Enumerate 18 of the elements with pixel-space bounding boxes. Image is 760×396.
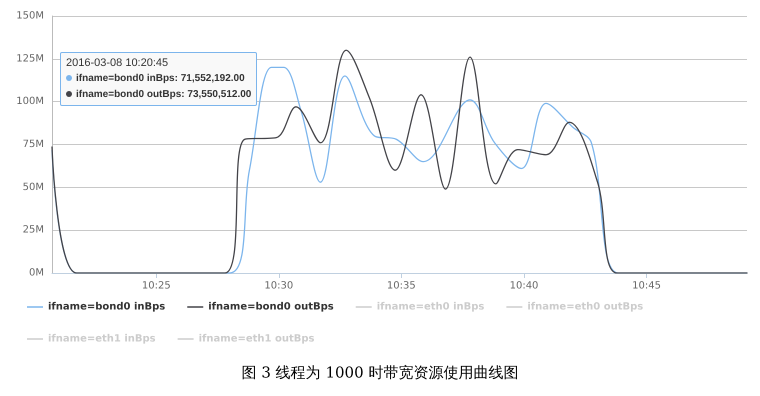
y-tick-label: 150M [16, 10, 44, 22]
legend-label: ifname=bond0 outBps [208, 302, 334, 312]
x-tick-label: 10:35 [386, 280, 416, 292]
x-tick-label: 10:45 [632, 280, 661, 292]
y-tick-label: 100M [16, 96, 44, 108]
y-tick-label: 50M [22, 182, 44, 193]
x-tick-label: 10:30 [264, 280, 294, 292]
y-tick-label: 25M [22, 224, 44, 236]
x-tick-label: 10:25 [142, 280, 171, 292]
y-tick-label: 75M [22, 139, 44, 150]
annotation: 2016-03-08 10:20:45 [66, 57, 168, 69]
text: 图 3 线程为 1000 时带宽资源使用曲线图 [242, 364, 518, 382]
y-tick-label: 0M [29, 268, 44, 278]
annotation: ifname=bond0 outBps: 73,550,512.00 [76, 89, 252, 100]
legend-label: ifname=bond0 inBps [48, 302, 166, 312]
y-tick-label: 125M [16, 53, 44, 64]
x-tick-label: 10:40 [510, 280, 538, 292]
annotation: ifname=bond0 inBps: 71,552,192.00 [76, 73, 245, 84]
